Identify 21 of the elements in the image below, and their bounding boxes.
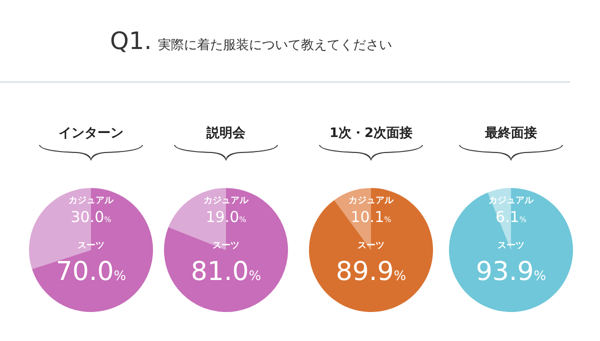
data-label: 93.9% <box>476 257 546 287</box>
text: 実際に着た服装について教えてください <box>158 37 392 53</box>
slice-label: スーツ <box>78 241 104 251</box>
slice-label: カジュアル <box>348 196 394 206</box>
chart-title: 1次・2次面接 <box>329 125 413 141</box>
pie-slice <box>309 188 433 312</box>
pie-slice <box>32 188 153 312</box>
data-label: 89.9% <box>336 257 406 287</box>
chart-title: 説明会 <box>206 125 246 141</box>
data-label: 81.0% <box>190 257 262 287</box>
chart-title: 最終面接 <box>484 125 537 141</box>
data-label: 70.0% <box>56 257 126 287</box>
slice-label: スーツ <box>498 241 524 251</box>
text: Q1. <box>110 27 152 55</box>
chart-title: インターン <box>58 126 124 141</box>
slice-label: カジュアル <box>68 196 114 206</box>
slice-label: スーツ <box>212 241 240 251</box>
pie-slice <box>164 188 288 312</box>
pie-slice <box>449 188 573 312</box>
slice-label: スーツ <box>358 241 384 251</box>
slice-label: カジュアル <box>204 196 250 206</box>
